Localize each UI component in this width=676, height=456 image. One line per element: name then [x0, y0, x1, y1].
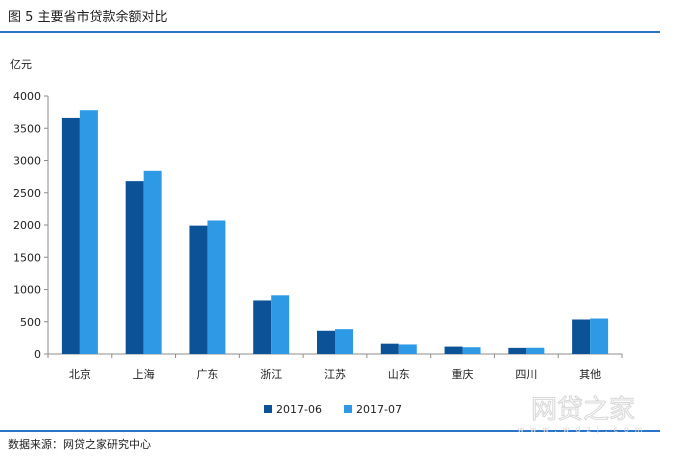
y-tick-label: 1500 — [13, 251, 41, 264]
y-tick-label: 2000 — [13, 219, 41, 232]
bar-chart: 亿元 0 500 1000 1500 2000 2500 3000 3500 4000 北京 上海 广… — [10, 58, 623, 416]
y-tick-label: 0 — [34, 348, 41, 361]
y-axis-unit-label: 亿元 — [10, 58, 32, 71]
y-tick-label: 2500 — [13, 187, 41, 200]
top-divider — [0, 31, 660, 33]
bar — [444, 346, 463, 354]
source-note: 数据来源：网贷之家研究中心 — [8, 438, 151, 451]
x-tick-label: 四川 — [515, 368, 537, 381]
x-tick-label: 上海 — [133, 367, 155, 381]
legend-swatch — [344, 405, 352, 413]
x-tick-label: 北京 — [69, 367, 91, 381]
y-tick-label: 3500 — [13, 122, 41, 135]
svg-text:网贷之家: 网贷之家 — [531, 395, 635, 425]
legend-label: 2017-07 — [356, 403, 402, 416]
y-tick-label: 3000 — [13, 155, 41, 168]
x-axis: 北京 上海 广东 浙江 江苏 山东 重庆 四川 其他 — [47, 353, 623, 381]
watermark-logo: 网贷之家 www.wdzj.com — [517, 395, 648, 435]
bar — [189, 225, 208, 354]
bar — [79, 110, 98, 354]
bar — [526, 347, 545, 354]
legend-label: 2017-06 — [276, 403, 322, 416]
bar — [398, 344, 417, 354]
x-tick-label: 浙江 — [260, 368, 282, 381]
svg-text:www.wdzj.com: www.wdzj.com — [517, 425, 648, 434]
y-tick-label: 500 — [20, 316, 41, 329]
bar — [125, 181, 144, 354]
bar — [335, 329, 353, 354]
legend-swatch — [264, 405, 272, 413]
bars — [61, 110, 609, 355]
bar — [143, 170, 162, 354]
y-tick-label: 4000 — [13, 90, 41, 103]
x-tick-label: 山东 — [388, 368, 410, 381]
bar — [572, 319, 591, 354]
bar — [590, 318, 609, 354]
bar — [508, 347, 527, 354]
x-tick-label: 其他 — [579, 368, 601, 381]
bottom-divider — [0, 430, 660, 432]
bar — [462, 347, 481, 354]
y-tick-label: 1000 — [13, 284, 41, 297]
bar — [271, 295, 290, 354]
x-tick-label: 江苏 — [324, 368, 346, 381]
x-tick-label: 重庆 — [452, 367, 474, 381]
bar — [207, 220, 226, 354]
bar — [61, 117, 80, 355]
bar — [380, 343, 399, 354]
y-axis: 亿元 0 500 1000 1500 2000 2500 3000 3500 4000 — [10, 58, 49, 361]
legend: 2017-06 2017-07 — [264, 403, 402, 416]
bar — [317, 330, 335, 354]
figure-title: 图 5 主要省市贷款余额对比 — [8, 10, 168, 25]
figure-header: 图 5 主要省市贷款余额对比 — [0, 0, 676, 34]
x-tick-label: 广东 — [196, 368, 218, 381]
bar — [253, 300, 272, 354]
